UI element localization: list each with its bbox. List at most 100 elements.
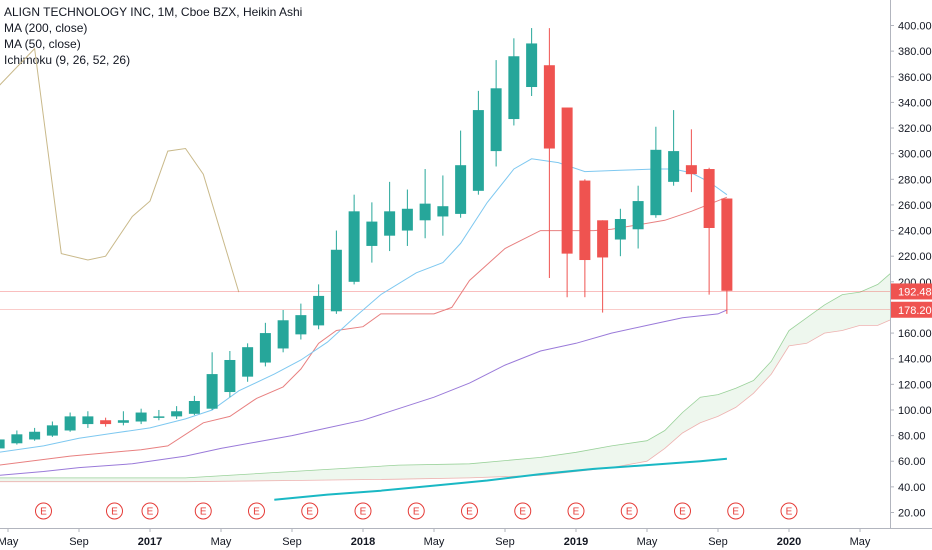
- earnings-circle: [141, 502, 159, 520]
- y-tick-label: 220.00: [898, 251, 932, 263]
- earnings-circle: [407, 502, 425, 520]
- earnings-marker-1[interactable]: E: [106, 502, 123, 520]
- candle-body-34[interactable]: [597, 220, 609, 258]
- earnings-marker-10[interactable]: E: [567, 502, 585, 520]
- earnings-label: E: [466, 507, 473, 518]
- legend-ma50[interactable]: MA (50, close): [4, 37, 81, 51]
- candle-body-28[interactable]: [490, 88, 502, 152]
- candle-body-18[interactable]: [313, 295, 325, 326]
- candle-body-3[interactable]: [46, 425, 58, 436]
- candle-body-31[interactable]: [543, 65, 555, 149]
- y-tick-label: 20.00: [898, 508, 926, 520]
- earnings-circle: [194, 502, 212, 520]
- x-tick-label: May: [211, 536, 232, 548]
- earnings-marker-13[interactable]: E: [727, 502, 745, 520]
- earnings-marker-12[interactable]: E: [674, 502, 691, 520]
- price-tag-1: 178.20: [891, 301, 932, 318]
- candle-body-41[interactable]: [721, 198, 733, 291]
- candle-body-11[interactable]: [188, 401, 200, 414]
- earnings-marker-4[interactable]: E: [248, 502, 265, 520]
- x-tick-label: May: [424, 536, 445, 548]
- candle-body-8[interactable]: [135, 412, 147, 422]
- candle-body-13[interactable]: [224, 359, 236, 393]
- candle-body-32[interactable]: [561, 107, 573, 254]
- candle-body-1[interactable]: [11, 434, 23, 444]
- earnings-circle: [727, 502, 745, 520]
- earnings-label: E: [626, 507, 633, 518]
- candle-body-36[interactable]: [632, 201, 644, 230]
- x-tick-label: May: [850, 536, 871, 548]
- candle-body-29[interactable]: [508, 56, 520, 120]
- earnings-marker-7[interactable]: E: [407, 502, 425, 520]
- earnings-marker-11[interactable]: E: [620, 502, 638, 520]
- x-tick-label: 2018: [351, 536, 375, 548]
- earnings-label: E: [786, 507, 793, 518]
- candle-body-14[interactable]: [242, 347, 254, 377]
- earnings-label: E: [306, 507, 313, 518]
- earnings-label: E: [413, 507, 420, 518]
- candle-body-40[interactable]: [703, 169, 715, 228]
- candle-body-9[interactable]: [153, 416, 165, 418]
- candle-body-15[interactable]: [259, 333, 271, 363]
- earnings-label: E: [360, 507, 367, 518]
- earnings-circle: [514, 502, 532, 520]
- ma50-line: [0, 158, 728, 453]
- candle-body-12[interactable]: [206, 374, 218, 409]
- earnings-marker-5[interactable]: E: [301, 502, 319, 520]
- earnings-marker-9[interactable]: E: [514, 502, 532, 520]
- earnings-circle: [780, 502, 798, 520]
- candle-body-24[interactable]: [419, 203, 431, 221]
- candle-body-20[interactable]: [348, 211, 360, 282]
- earnings-circle: [461, 502, 478, 520]
- candle-body-7[interactable]: [117, 420, 129, 423]
- earnings-label: E: [111, 507, 118, 518]
- candle-body-30[interactable]: [526, 43, 538, 88]
- price-tag-text: 178.20: [898, 305, 932, 317]
- earnings-marker-2[interactable]: E: [141, 502, 159, 520]
- teal-line: [274, 457, 727, 501]
- earnings-circle: [106, 502, 123, 520]
- earnings-marker-0[interactable]: E: [35, 502, 52, 520]
- candle-body-35[interactable]: [614, 219, 626, 240]
- x-tick-label: Sep: [69, 536, 89, 548]
- earnings-marker-3[interactable]: E: [194, 502, 212, 520]
- earnings-marker-8[interactable]: E: [461, 502, 478, 520]
- candle-body-23[interactable]: [401, 208, 413, 231]
- candle-body-0[interactable]: [0, 439, 5, 449]
- candle-body-37[interactable]: [650, 149, 662, 216]
- candle-body-22[interactable]: [384, 211, 396, 236]
- candle-body-27[interactable]: [472, 110, 484, 191]
- candle-body-17[interactable]: [295, 315, 307, 335]
- y-tick-label: 240.00: [898, 226, 932, 238]
- candle-body-39[interactable]: [685, 165, 697, 175]
- y-tick-label: 40.00: [898, 482, 926, 494]
- earnings-marker-6[interactable]: E: [354, 502, 372, 520]
- price-tag-bg: [891, 283, 932, 300]
- candle-body-16[interactable]: [277, 320, 289, 349]
- y-tick-label: 120.00: [898, 379, 932, 391]
- candle-body-33[interactable]: [579, 180, 591, 261]
- candle-body-5[interactable]: [82, 416, 94, 425]
- earnings-label: E: [200, 507, 207, 518]
- candle-body-2[interactable]: [29, 431, 41, 440]
- legend-ma200[interactable]: MA (200, close): [4, 21, 88, 35]
- candle-body-21[interactable]: [366, 221, 378, 246]
- x-tick-label: 2017: [138, 536, 162, 548]
- candle-body-6[interactable]: [100, 420, 112, 425]
- earnings-marker-14[interactable]: E: [780, 502, 798, 520]
- candle-body-26[interactable]: [455, 165, 467, 214]
- x-tick-label: May: [637, 536, 658, 548]
- candle-body-25[interactable]: [437, 206, 449, 217]
- earnings-circle: [620, 502, 638, 520]
- candle-body-19[interactable]: [330, 249, 342, 312]
- candle-body-4[interactable]: [64, 416, 76, 431]
- price-tag-bg: [891, 301, 932, 318]
- candle-body-10[interactable]: [171, 411, 183, 417]
- y-tick-label: 60.00: [898, 456, 926, 468]
- y-tick-label: 400.00: [898, 21, 932, 33]
- earnings-circle: [567, 502, 585, 520]
- earnings-label: E: [573, 507, 580, 518]
- candle-body-38[interactable]: [668, 151, 680, 182]
